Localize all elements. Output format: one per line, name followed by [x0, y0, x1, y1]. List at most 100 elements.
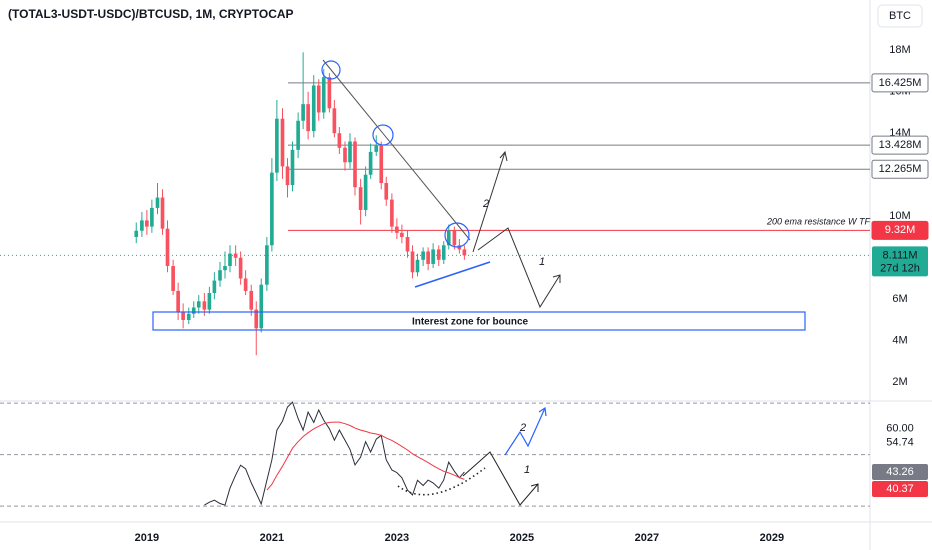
price-badge [871, 159, 929, 179]
price-badge [871, 220, 929, 240]
candle-body [462, 249, 467, 256]
candle-body [265, 245, 269, 285]
indicator-projection-down [462, 451, 539, 506]
path-label: 1 [524, 464, 530, 476]
candle-body [171, 266, 175, 291]
candle-body [343, 147, 347, 163]
candle-body [327, 77, 332, 109]
candle-body [311, 85, 316, 132]
candle-body [348, 141, 352, 163]
candle-body [441, 245, 446, 260]
x-tick-label: 2021 [260, 532, 284, 544]
candle-body [374, 145, 379, 152]
interest-zone [152, 311, 806, 331]
last-price-badge [872, 246, 928, 277]
indicator-badge [872, 480, 928, 497]
arrow-head [552, 274, 561, 283]
candle-body [233, 253, 238, 258]
arrow-head [530, 483, 539, 492]
y-tick-label: 2M [892, 376, 907, 388]
indicator-line [266, 421, 465, 491]
candle-body [150, 207, 154, 227]
y-tick-label: 6M [892, 293, 907, 305]
candle-body [140, 220, 144, 231]
highlight-circle [321, 60, 341, 80]
candle-body [306, 104, 310, 132]
y-tick-label: 54.74 [886, 436, 914, 448]
candle-body [358, 187, 363, 210]
x-tick-label: 2025 [510, 532, 534, 544]
candle-body [243, 278, 248, 291]
price-badge-label: 16.425M [879, 77, 922, 89]
indicator-badge [872, 463, 928, 480]
candle-body [191, 307, 196, 314]
chart-title: (TOTAL3-USDT-USDC)/BTCUSD, 1M, CRYPTOCAP [8, 7, 294, 21]
indicator-line [204, 401, 465, 506]
candle-body [436, 249, 441, 260]
y-tick-label: 18M [889, 44, 910, 56]
zone-label: Interest zone for bounce [412, 317, 529, 328]
price-pane: 2M4M6M10M12M14M16M18M2019202120232025202… [0, 44, 914, 544]
countdown-label: 27d 12h [880, 262, 920, 274]
candle-body [207, 293, 212, 310]
candle-body [254, 309, 259, 329]
candle-body [446, 230, 451, 246]
ema-annotation: 200 ema resistance W TF [766, 216, 871, 226]
candle-body [270, 172, 274, 246]
candle-body [426, 251, 430, 264]
y-tick-label: 4M [892, 335, 907, 347]
candle-body [290, 149, 295, 186]
candle-body [390, 199, 394, 227]
path-label: 1 [539, 256, 545, 268]
candle-body [321, 77, 326, 113]
button-label[interactable]: BTC [889, 10, 911, 22]
candle-body [176, 290, 180, 312]
price-badge-label: 9.32M [885, 224, 916, 236]
path-label: 2 [482, 198, 489, 210]
x-tick-label: 2019 [135, 532, 159, 544]
candle-body [275, 118, 279, 173]
projection-up [472, 151, 506, 253]
support-line [414, 261, 491, 288]
candle-body [228, 253, 232, 267]
candle-body [410, 251, 415, 273]
candle-body [316, 85, 321, 113]
candle-body [285, 166, 290, 186]
y-tick-label: 60.00 [886, 423, 914, 435]
candle-body [421, 251, 425, 260]
candle-body [249, 290, 254, 310]
candle-body [155, 197, 160, 208]
candle-body [196, 301, 201, 308]
highlight-circle [372, 124, 394, 146]
highlight-circle [444, 222, 470, 248]
candle-body [400, 232, 404, 237]
indicator-projection-up [504, 407, 546, 456]
price-badge-label: 13.428M [879, 139, 922, 151]
candle-body [165, 228, 170, 267]
arrow-head [499, 150, 508, 162]
candle-body [384, 183, 389, 200]
candle-body [259, 284, 264, 329]
button-frame[interactable] [877, 4, 923, 28]
candle-body [186, 313, 191, 320]
trend-line [322, 59, 471, 241]
candle-body [181, 311, 185, 320]
currency-button[interactable]: BTC [877, 4, 923, 28]
candle-body [212, 280, 217, 294]
x-tick-label: 2027 [635, 532, 659, 544]
x-tick-label: 2023 [385, 532, 409, 544]
price-badge [871, 135, 929, 155]
last-price-label: 8.111M [882, 249, 917, 261]
indicator-badge-label: 40.37 [886, 483, 914, 495]
price-badge-label: 12.265M [879, 163, 922, 175]
candle-body [296, 120, 300, 150]
candle-body [238, 257, 243, 279]
price-badge [871, 73, 929, 93]
candle-body [395, 226, 399, 233]
candle-body [134, 230, 139, 237]
arrow-head [538, 406, 547, 417]
path-label: 2 [519, 422, 526, 434]
candle-body [145, 220, 149, 227]
